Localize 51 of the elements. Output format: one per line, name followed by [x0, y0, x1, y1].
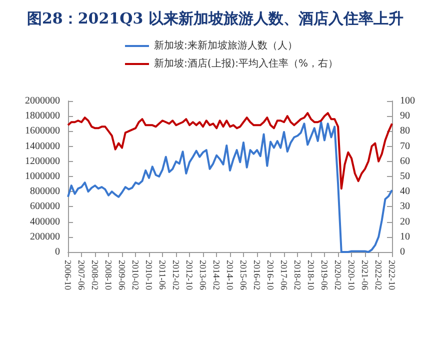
y2-tick-label: 90: [400, 110, 410, 122]
x-tick-label: 2021-06: [360, 260, 370, 290]
y2-tick-label: 80: [400, 126, 410, 137]
y-tick-label: 1000000: [25, 171, 60, 182]
y-tick-label: 200000: [30, 231, 60, 242]
y-tick-label: 1800000: [25, 110, 60, 122]
x-tick-label: 2007-06: [76, 260, 86, 290]
x-tick-label: 2020-02: [333, 260, 344, 290]
y2-tick-label: 50: [400, 171, 410, 182]
y-tick-label: 1600000: [25, 126, 60, 137]
y-tick-label: 1400000: [25, 140, 60, 152]
x-tick-label: 2017-06: [279, 260, 289, 290]
x-tick-label: 2013-06: [198, 260, 208, 290]
x-tick-label: 2012-02: [171, 260, 182, 290]
x-tick-label: 2019-06: [319, 260, 330, 290]
y2-tick-label: 60: [400, 156, 410, 167]
x-tick-label: 2015-06: [238, 260, 248, 290]
x-tick-label: 2022-10: [387, 260, 397, 290]
y2-tick-label: 10: [400, 231, 410, 242]
x-tick-label: 2020-10: [346, 260, 357, 290]
y-tick-label: 400000: [30, 216, 60, 228]
x-tick-label: 2022-02: [374, 260, 384, 290]
x-tick-label: 2010-02: [130, 260, 141, 290]
x-tick-label: 2014-10: [225, 260, 235, 290]
x-tick-label: 2016-10: [266, 260, 276, 290]
y2-tick-label: 20: [400, 216, 410, 228]
y2-tick-label: 0: [400, 246, 405, 258]
x-tick-label: 2018-02: [292, 260, 303, 290]
legend-label: 新加坡:酒店(上报):平均入住率（%，右）: [154, 58, 338, 70]
x-tick-label: 2016-02: [252, 260, 262, 290]
y2-tick-label: 100: [400, 96, 415, 106]
x-tick-label: 2010-10: [144, 260, 154, 290]
y-tick-label: 600000: [30, 201, 60, 212]
x-tick-label: 2008-10: [104, 260, 114, 290]
line-series: [67, 112, 393, 190]
y-tick-label: 800000: [30, 186, 60, 198]
x-tick-label: 2018-10: [306, 260, 316, 290]
chart-title: 图28：2021Q3 以来新加坡旅游人数、酒店入住率上升: [27, 10, 404, 28]
y2-tick-label: 70: [400, 140, 410, 152]
x-tick-label: 2006-10: [63, 260, 73, 290]
y-tick-label: 0: [55, 246, 60, 258]
y2-tick-label: 30: [400, 201, 410, 212]
x-tick-label: 2012-10: [184, 260, 195, 290]
x-tick-label: 2008-02: [90, 260, 100, 290]
y2-tick-label: 40: [400, 186, 410, 198]
y-tick-label: 2000000: [25, 96, 60, 106]
x-tick-label: 2009-06: [117, 260, 127, 290]
legend-label: 新加坡:来新加坡旅游人数（人）: [154, 40, 298, 52]
x-tick-label: 2011-06: [157, 260, 168, 290]
y-tick-label: 1200000: [25, 156, 60, 167]
x-tick-label: 2014-02: [212, 260, 222, 290]
